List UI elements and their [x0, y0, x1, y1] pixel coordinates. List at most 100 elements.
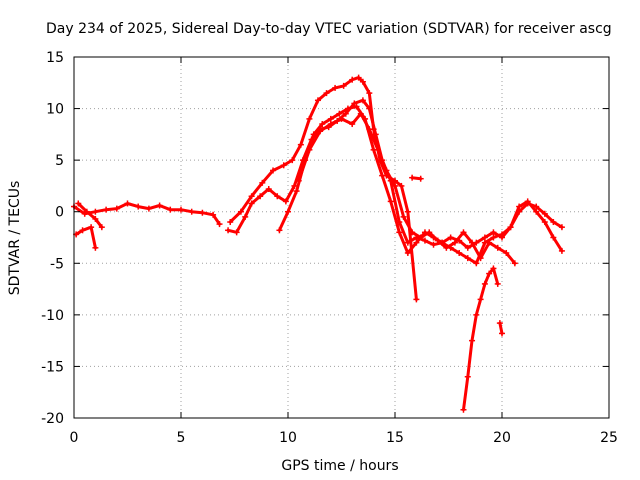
- data-point: [374, 146, 381, 153]
- data-point: [178, 206, 184, 213]
- data-point: [516, 208, 523, 215]
- data-point: [409, 174, 416, 181]
- series-track-h: [462, 266, 500, 412]
- data-point: [417, 175, 424, 182]
- data-point: [460, 229, 467, 236]
- data-point: [473, 311, 480, 318]
- data-point: [550, 219, 557, 226]
- data-point: [481, 234, 488, 241]
- data-point: [490, 265, 497, 272]
- data-point: [297, 141, 304, 148]
- data-point: [353, 103, 360, 110]
- data-point: [464, 244, 471, 251]
- y-tick-label: -5: [50, 256, 64, 272]
- data-series: [71, 74, 565, 413]
- data-point: [92, 244, 99, 251]
- data-point: [124, 200, 131, 207]
- data-point: [280, 162, 287, 169]
- data-point: [79, 227, 86, 234]
- data-point: [503, 249, 510, 256]
- data-point: [317, 128, 324, 135]
- data-point: [366, 105, 373, 112]
- x-tick-label: 25: [600, 430, 618, 446]
- data-point: [274, 193, 281, 200]
- data-point: [413, 296, 420, 303]
- data-point: [558, 247, 565, 254]
- data-point: [400, 213, 407, 220]
- data-point: [430, 241, 437, 248]
- data-point: [327, 121, 334, 128]
- data-point: [237, 208, 244, 215]
- data-point: [88, 224, 95, 231]
- data-point: [259, 179, 266, 186]
- data-point: [310, 131, 317, 138]
- data-point: [486, 239, 493, 246]
- data-point: [276, 227, 283, 234]
- data-point: [469, 337, 476, 344]
- data-point: [541, 219, 548, 226]
- y-tick-label: -20: [41, 411, 64, 427]
- data-point: [558, 224, 565, 231]
- data-point: [443, 244, 450, 251]
- data-point: [421, 237, 428, 244]
- data-point: [83, 208, 90, 215]
- y-tick-label: 15: [46, 50, 64, 66]
- data-point: [314, 97, 321, 104]
- data-point: [75, 200, 82, 207]
- data-point: [413, 239, 420, 246]
- data-point: [494, 280, 501, 287]
- data-point: [135, 203, 142, 210]
- data-point: [477, 255, 484, 262]
- data-point: [167, 206, 174, 213]
- data-point: [451, 239, 458, 246]
- data-point: [289, 157, 296, 164]
- data-point: [282, 198, 289, 205]
- data-point: [490, 229, 497, 236]
- data-point: [511, 260, 518, 267]
- data-point: [291, 182, 298, 189]
- data-point: [359, 78, 366, 85]
- data-point: [473, 260, 480, 267]
- data-point: [434, 237, 441, 244]
- series-track-b: [74, 225, 97, 250]
- data-point: [242, 213, 249, 220]
- plot-frame: [73, 56, 610, 419]
- x-tick-label: 15: [386, 430, 404, 446]
- data-point: [477, 296, 484, 303]
- data-point: [359, 97, 366, 104]
- data-point: [464, 373, 471, 380]
- data-point: [355, 74, 362, 81]
- data-point: [404, 208, 411, 215]
- data-point: [295, 177, 302, 184]
- data-point: [550, 234, 557, 241]
- data-point: [447, 234, 454, 241]
- series-track-e: [226, 98, 564, 253]
- data-point: [344, 105, 351, 112]
- data-point: [392, 182, 398, 189]
- y-axis-title: SDTVAR / TECUs: [7, 181, 23, 296]
- data-point: [319, 121, 326, 128]
- data-point: [460, 406, 467, 413]
- data-point: [417, 234, 424, 241]
- data-point: [332, 84, 339, 91]
- data-point: [98, 224, 105, 231]
- data-point: [398, 182, 405, 189]
- data-point: [499, 330, 505, 337]
- data-point: [306, 146, 313, 153]
- data-point: [541, 210, 548, 217]
- data-point: [210, 211, 217, 218]
- data-point: [494, 244, 501, 251]
- y-tick-label: 5: [55, 153, 64, 169]
- x-axis-title: GPS time / hours: [281, 458, 398, 474]
- y-tick-label: 0: [55, 205, 64, 221]
- data-point: [342, 110, 349, 117]
- axis-ticks: 0 5 10 15 20 25 -20 -15 -10 -5 0 5 10 15: [41, 50, 618, 446]
- data-point: [357, 110, 364, 117]
- data-point: [145, 205, 152, 212]
- data-point: [490, 234, 497, 241]
- data-point: [113, 205, 120, 212]
- data-point: [227, 219, 234, 226]
- data-point: [404, 249, 411, 256]
- data-point: [372, 131, 379, 138]
